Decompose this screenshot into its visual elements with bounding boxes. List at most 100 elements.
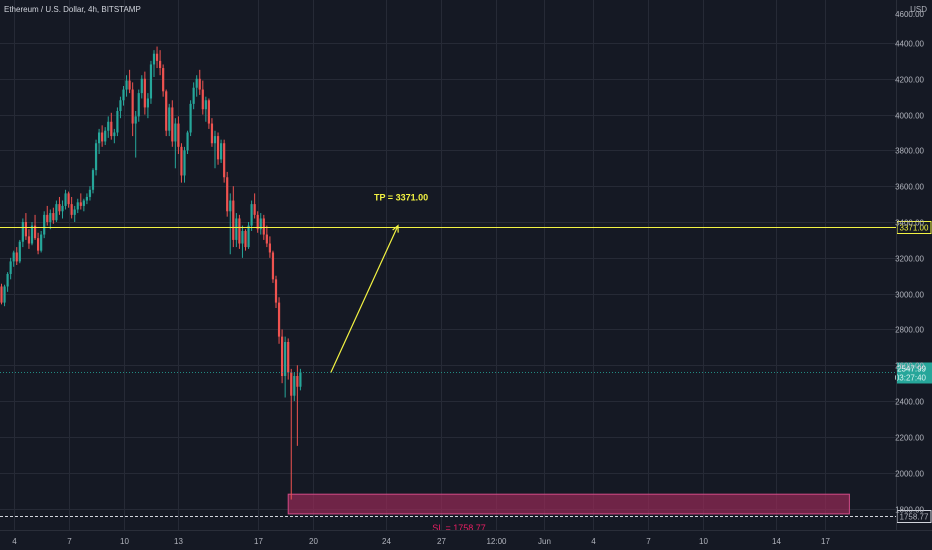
- chart-zones: [287, 493, 850, 515]
- candle: [192, 82, 195, 110]
- candle: [30, 222, 34, 246]
- candle-body: [82, 200, 85, 206]
- candle-body: [98, 132, 101, 144]
- candle: [27, 229, 31, 249]
- candle-body: [226, 177, 229, 212]
- candle-body: [284, 341, 287, 377]
- candle-body: [55, 204, 58, 221]
- candle-body: [137, 93, 140, 117]
- candle: [223, 139, 226, 183]
- candle-body: [207, 100, 210, 124]
- candle: [3, 284, 6, 307]
- candle: [149, 60, 153, 104]
- price-tick-label: 3000.00: [895, 291, 924, 300]
- candle: [281, 329, 284, 384]
- candle: [37, 232, 40, 255]
- candle-body: [155, 53, 159, 61]
- candle-body: [40, 234, 43, 251]
- candle-body: [79, 202, 82, 206]
- price-axis-top-label: 4600.00: [895, 10, 924, 19]
- candle: [98, 128, 101, 154]
- candle: [40, 230, 43, 253]
- candle: [88, 186, 92, 201]
- candle: [64, 189, 67, 210]
- candle: [155, 46, 159, 69]
- candle-body: [232, 200, 235, 240]
- currency-label: USD: [910, 5, 927, 14]
- candle: [101, 125, 104, 147]
- candle-body: [134, 116, 137, 124]
- candle-body: [125, 80, 128, 90]
- candle-body: [104, 130, 107, 142]
- candle-body: [88, 189, 92, 197]
- candle: [216, 132, 220, 165]
- candle-body: [216, 136, 220, 160]
- candle-body: [21, 222, 24, 242]
- candle-body: [15, 252, 18, 262]
- candle-body: [201, 89, 204, 110]
- candle: [213, 130, 217, 169]
- candle: [125, 75, 128, 97]
- candle-body: [299, 372, 302, 387]
- candle: [6, 272, 9, 292]
- candle-body: [195, 78, 198, 88]
- price-tick-label: 2600.00: [895, 362, 924, 371]
- candle: [140, 75, 143, 99]
- projection-arrow-line: [330, 225, 399, 373]
- candle: [21, 218, 24, 248]
- candle: [180, 143, 183, 183]
- candle-body: [159, 60, 162, 69]
- candle: [110, 112, 113, 140]
- candle: [137, 89, 140, 122]
- candle: [195, 75, 198, 97]
- candle-body: [229, 200, 232, 212]
- candle-body: [140, 78, 143, 94]
- price-tick-label: 2800.00: [895, 326, 924, 335]
- candle-body: [256, 214, 259, 230]
- candle: [250, 200, 253, 231]
- candle: [201, 80, 204, 115]
- candle: [198, 69, 201, 95]
- candle: [49, 209, 52, 230]
- candle-body: [235, 218, 238, 240]
- candle-body: [146, 98, 149, 108]
- candle-body: [113, 132, 116, 137]
- price-axis[interactable]: 1800.00 2000.00 2200.00 2400.00 2600.00 2800.…: [895, 40, 924, 515]
- time-axis[interactable]: 4 7 10 13 17 20 24 27 12:00 Jun 4 7 10 14 17: [12, 537, 830, 546]
- candle-body: [265, 234, 268, 244]
- candle: [76, 198, 79, 214]
- candle-body: [24, 222, 27, 237]
- candle: [293, 372, 296, 402]
- candle: [207, 98, 210, 129]
- candle: [55, 200, 58, 223]
- candle-body: [262, 218, 265, 235]
- candle: [143, 71, 146, 115]
- candle-body: [213, 136, 217, 144]
- candle-body: [101, 132, 104, 142]
- candle-body: [149, 64, 153, 99]
- candle-body: [238, 218, 241, 244]
- candle: [43, 211, 46, 239]
- time-tick-label: 17: [821, 537, 830, 546]
- candle-body: [180, 146, 183, 176]
- stop-loss-axis-label: 1758.77: [900, 513, 929, 522]
- candle: [70, 196, 73, 219]
- time-tick-label: 7: [646, 537, 651, 546]
- candle: [253, 193, 256, 219]
- candle-body: [177, 123, 180, 147]
- candle: [204, 96, 207, 122]
- time-tick-label: 12:00: [486, 537, 507, 546]
- take-profit-text: TP = 3371.00: [374, 193, 428, 203]
- candle: [146, 93, 149, 119]
- candle-body: [277, 302, 281, 337]
- candle-body: [43, 214, 46, 235]
- candle-body: [46, 214, 49, 223]
- price-tick-label: 4400.00: [895, 40, 924, 49]
- time-tick-label: 4: [12, 537, 17, 546]
- candle: [82, 198, 85, 212]
- candle-body: [189, 103, 192, 133]
- candle: [171, 100, 174, 147]
- candle-body: [107, 121, 110, 131]
